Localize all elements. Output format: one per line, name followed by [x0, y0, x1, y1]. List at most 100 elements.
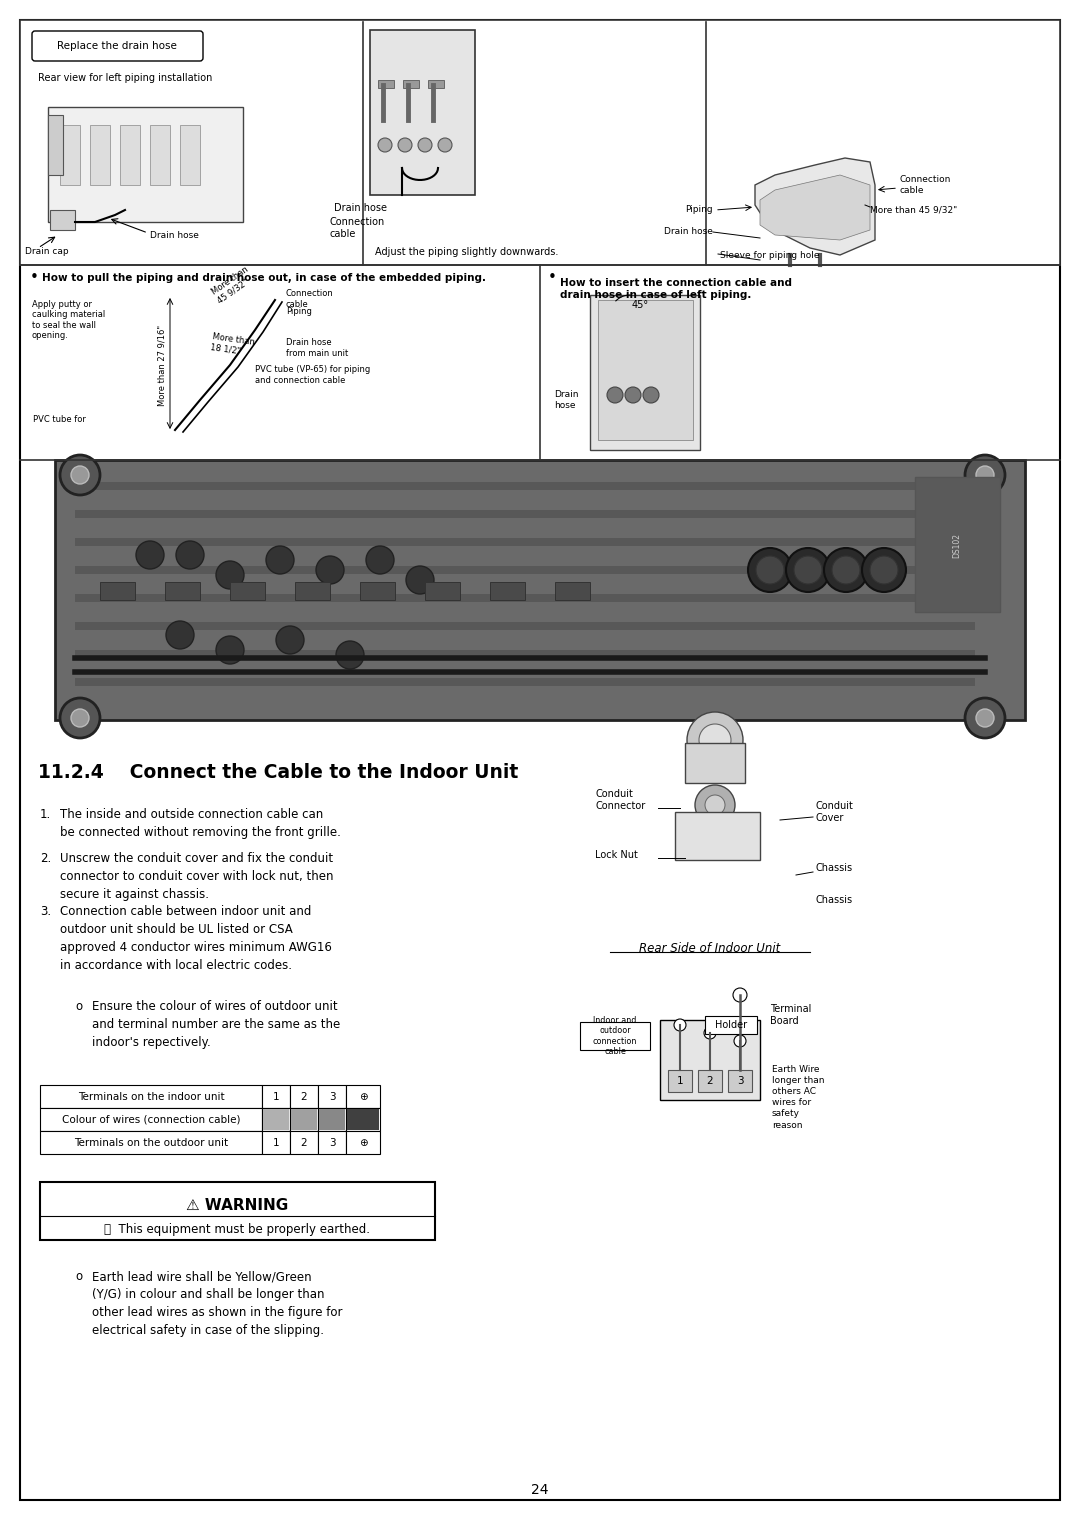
Text: 3: 3: [328, 1138, 335, 1147]
Text: Colour of wires (connection cable): Colour of wires (connection cable): [62, 1115, 240, 1124]
Polygon shape: [755, 157, 875, 255]
Text: Chassis: Chassis: [815, 895, 852, 906]
Text: •: •: [548, 270, 557, 286]
Bar: [75, 510, 975, 518]
Text: Connection
cable: Connection cable: [330, 217, 386, 238]
Circle shape: [862, 548, 906, 592]
Circle shape: [704, 1028, 716, 1038]
Text: Sleeve for piping hole: Sleeve for piping hole: [720, 250, 820, 260]
Text: 2.: 2.: [40, 852, 51, 864]
Text: Apply putty or
caulking material
to seal the wall
opening.: Apply putty or caulking material to seal…: [32, 299, 105, 341]
Bar: [346, 1086, 380, 1109]
Bar: [675, 812, 760, 860]
Circle shape: [71, 709, 89, 727]
Circle shape: [756, 556, 784, 583]
Text: Rear view for left piping installation: Rear view for left piping installation: [38, 73, 213, 82]
Bar: [165, 582, 200, 600]
Bar: [75, 538, 975, 547]
Text: 2: 2: [300, 1138, 308, 1147]
Text: The inside and outside connection cable can
be connected without removing the fr: The inside and outside connection cable …: [60, 808, 341, 838]
Bar: [347, 1109, 379, 1130]
Text: More than
45 9/32": More than 45 9/32": [210, 264, 256, 305]
Circle shape: [643, 386, 659, 403]
Circle shape: [966, 698, 1005, 738]
Text: 1: 1: [272, 1138, 280, 1147]
Text: 3.: 3.: [40, 906, 51, 918]
Circle shape: [966, 455, 1005, 495]
Bar: [50, 211, 75, 231]
Polygon shape: [760, 176, 870, 240]
Text: PVC tube (VP-65) for piping
and connection cable: PVC tube (VP-65) for piping and connecti…: [255, 365, 370, 385]
Bar: [75, 678, 975, 686]
Text: More than
18 1/2": More than 18 1/2": [210, 333, 255, 357]
Bar: [291, 1109, 318, 1132]
Circle shape: [696, 785, 735, 825]
Bar: [669, 1070, 692, 1092]
Text: Terminals on the outdoor unit: Terminals on the outdoor unit: [73, 1138, 228, 1147]
Bar: [48, 115, 63, 176]
Bar: [75, 621, 975, 631]
Text: Lock Nut: Lock Nut: [595, 851, 638, 860]
Text: 2: 2: [706, 1077, 713, 1086]
Bar: [262, 1132, 291, 1154]
Circle shape: [399, 137, 411, 153]
Bar: [295, 582, 330, 600]
Text: ⊕: ⊕: [359, 1138, 367, 1147]
Bar: [40, 1086, 262, 1109]
Text: Drain hose: Drain hose: [334, 203, 387, 212]
Circle shape: [336, 641, 364, 669]
Circle shape: [71, 466, 89, 484]
Circle shape: [794, 556, 822, 583]
Bar: [685, 744, 745, 783]
Text: Rear Side of Indoor Unit: Rear Side of Indoor Unit: [639, 942, 781, 954]
Text: Conduit
Connector: Conduit Connector: [595, 789, 645, 811]
Circle shape: [687, 712, 743, 768]
Bar: [403, 79, 419, 89]
Circle shape: [607, 386, 623, 403]
Text: PVC tube for: PVC tube for: [33, 415, 86, 425]
Bar: [915, 476, 1000, 612]
Circle shape: [674, 1019, 686, 1031]
Text: 3: 3: [737, 1077, 743, 1086]
Bar: [346, 1109, 380, 1132]
Text: 45°: 45°: [632, 299, 649, 310]
Text: Connection cable between indoor unit and
outdoor unit should be UL listed or CSA: Connection cable between indoor unit and…: [60, 906, 332, 973]
Circle shape: [824, 548, 868, 592]
Text: 2: 2: [300, 1092, 308, 1101]
Circle shape: [366, 547, 394, 574]
Bar: [180, 125, 200, 185]
Text: ⚠ WARNING: ⚠ WARNING: [186, 1197, 288, 1212]
Circle shape: [276, 626, 303, 654]
Bar: [590, 295, 700, 450]
Bar: [48, 107, 243, 221]
Circle shape: [438, 137, 453, 153]
Bar: [75, 483, 975, 490]
Bar: [75, 567, 975, 574]
Bar: [100, 582, 135, 600]
Text: How to pull the piping and drain hose out, in case of the embedded piping.: How to pull the piping and drain hose ou…: [42, 273, 486, 282]
Bar: [346, 1132, 380, 1154]
Circle shape: [216, 637, 244, 664]
Circle shape: [734, 1035, 746, 1048]
Circle shape: [60, 455, 100, 495]
Bar: [291, 1132, 318, 1154]
Text: Earth Wire
longer than
others AC
wires for
safety
reason: Earth Wire longer than others AC wires f…: [772, 1064, 824, 1130]
Circle shape: [266, 547, 294, 574]
Bar: [264, 1109, 289, 1130]
Bar: [370, 31, 475, 195]
Text: Conduit
Cover: Conduit Cover: [815, 802, 853, 823]
Bar: [426, 582, 460, 600]
Text: Drain cap: Drain cap: [25, 247, 69, 257]
Bar: [318, 1086, 346, 1109]
Text: Drain hose: Drain hose: [150, 232, 199, 240]
Bar: [698, 1070, 723, 1092]
Text: Piping: Piping: [286, 307, 312, 316]
Circle shape: [832, 556, 860, 583]
Bar: [598, 299, 693, 440]
Circle shape: [976, 466, 994, 484]
Text: Unscrew the conduit cover and fix the conduit
connector to conduit cover with lo: Unscrew the conduit cover and fix the co…: [60, 852, 334, 901]
Text: 1: 1: [677, 1077, 684, 1086]
Bar: [378, 79, 394, 89]
Text: •: •: [30, 270, 39, 286]
Bar: [75, 594, 975, 602]
